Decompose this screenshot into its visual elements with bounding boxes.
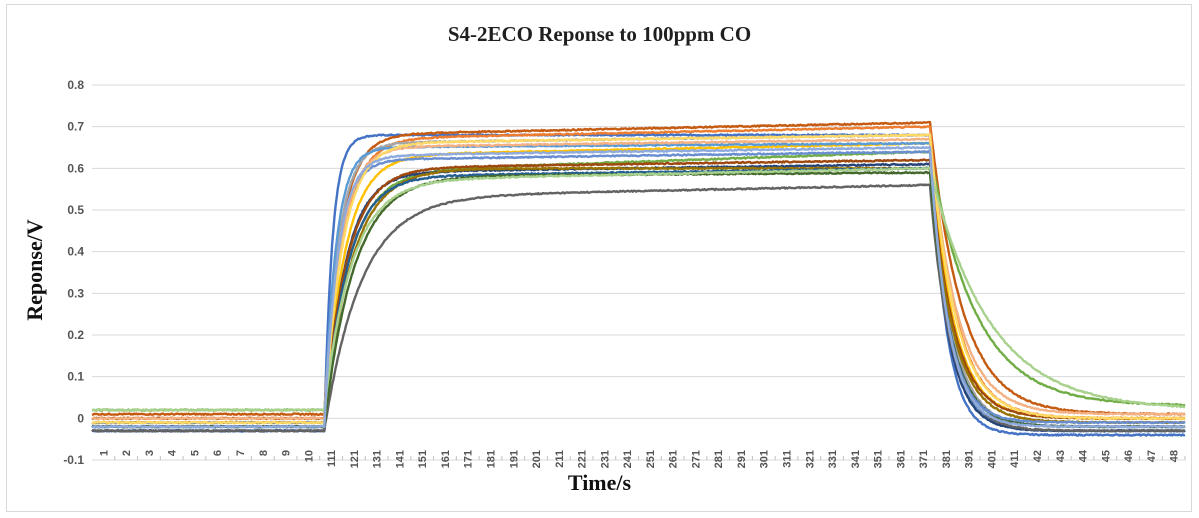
y-tick-label: 0.5 bbox=[67, 203, 84, 217]
y-tick-label: 0.1 bbox=[67, 370, 84, 384]
x-tick-label: 8 bbox=[258, 450, 270, 456]
series-line-12 bbox=[91, 166, 1186, 429]
x-tick-label: 171 bbox=[463, 450, 475, 468]
x-tick-label: 391 bbox=[964, 450, 976, 468]
x-tick-label: 231 bbox=[599, 450, 611, 468]
series-line-16 bbox=[91, 133, 1186, 425]
x-tick-label: 221 bbox=[577, 450, 589, 468]
series-line-4 bbox=[91, 133, 1186, 429]
x-tick-label: 361 bbox=[895, 450, 907, 468]
x-tick-label: 121 bbox=[349, 450, 361, 468]
x-tick-label: 151 bbox=[417, 450, 429, 468]
x-tick-label: 111 bbox=[326, 450, 338, 467]
x-tick-label: 10 bbox=[303, 450, 315, 462]
x-tick-label: 261 bbox=[668, 450, 680, 468]
x-tick-label: 271 bbox=[690, 450, 702, 468]
y-tick-label: -0.1 bbox=[63, 453, 84, 467]
x-tick-label: 301 bbox=[759, 450, 771, 468]
x-tick-label: 411 bbox=[1009, 450, 1021, 468]
y-tick-labels: -0.1 0 0.1 0.2 0.3 0.4 0.5 0.6 0.7 0.8 bbox=[63, 78, 84, 467]
x-tick-label: 5 bbox=[189, 450, 201, 456]
x-tick-label: 371 bbox=[918, 450, 930, 468]
x-tick-label: 211 bbox=[554, 450, 566, 468]
x-tick-label: 161 bbox=[440, 450, 452, 468]
y-tick-label: 0.2 bbox=[67, 328, 84, 342]
x-tick-label: 9 bbox=[281, 450, 293, 456]
x-tick-label: 351 bbox=[873, 450, 885, 468]
x-tick-label: 131 bbox=[372, 450, 384, 468]
series-line-5 bbox=[91, 141, 1186, 425]
x-tick-label: 45 bbox=[1100, 450, 1112, 462]
x-tick-label: 311 bbox=[782, 450, 794, 468]
x-tick-label: 281 bbox=[713, 450, 725, 468]
series-line-3 bbox=[91, 125, 1186, 421]
series-line-2 bbox=[91, 120, 1186, 416]
x-tick-label: 251 bbox=[645, 450, 657, 468]
series-line-10 bbox=[91, 183, 1186, 433]
x-tick-label: 43 bbox=[1055, 450, 1067, 462]
x-tick-label: 381 bbox=[941, 450, 953, 468]
y-tick-label: 0.4 bbox=[67, 245, 84, 259]
chart-title: S4-2ECO Reponse to 100ppm CO bbox=[447, 22, 752, 46]
series-line-1 bbox=[91, 133, 1186, 437]
x-tick-label: 2 bbox=[121, 450, 133, 456]
y-tick-label: 0.7 bbox=[67, 120, 84, 134]
x-tick-label: 241 bbox=[622, 450, 634, 468]
y-tick-label: 0 bbox=[77, 411, 84, 425]
x-tick-label: 7 bbox=[235, 450, 247, 456]
series-line-8 bbox=[91, 162, 1186, 433]
x-axis-label: Time/s bbox=[567, 470, 632, 495]
y-tick-label: 0.8 bbox=[67, 78, 84, 92]
x-tick-label: 44 bbox=[1078, 449, 1090, 462]
x-tick-label: 3 bbox=[144, 450, 156, 456]
x-tick-label: 401 bbox=[986, 450, 998, 468]
x-tick-label: 181 bbox=[485, 450, 497, 468]
y-tick-label: 0.6 bbox=[67, 161, 84, 175]
x-tick-label: 4 bbox=[167, 449, 179, 456]
x-tick-label: 341 bbox=[850, 450, 862, 468]
y-tick-label: 0.3 bbox=[67, 286, 84, 300]
x-tick-label: 141 bbox=[394, 450, 406, 468]
x-tick-label: 291 bbox=[736, 450, 748, 468]
x-tick-label: 321 bbox=[804, 450, 816, 468]
x-tick-label: 48 bbox=[1169, 450, 1181, 462]
x-tick-label: 42 bbox=[1032, 450, 1044, 462]
x-tick-labels: 1 2 3 4 5 6 7 8 9 10 111 121 131 141 151 161 171 181 191 20… bbox=[98, 449, 1186, 468]
x-tick-label: 46 bbox=[1123, 450, 1135, 462]
series-line-17 bbox=[91, 166, 1186, 412]
x-tick-label: 201 bbox=[531, 450, 543, 468]
x-tick-label: 1 bbox=[98, 450, 110, 456]
series-line-11 bbox=[91, 166, 1186, 425]
series-line-9 bbox=[91, 158, 1186, 421]
x-tick-label: 331 bbox=[827, 450, 839, 468]
x-tick-label: 6 bbox=[212, 450, 224, 456]
x-tick-label: 47 bbox=[1146, 450, 1158, 462]
x-tick-label: 191 bbox=[508, 450, 520, 468]
series-line-18 bbox=[91, 145, 1186, 429]
series-line-6 bbox=[91, 141, 1186, 433]
series-line-15 bbox=[91, 137, 1186, 421]
series-lines bbox=[91, 120, 1186, 437]
